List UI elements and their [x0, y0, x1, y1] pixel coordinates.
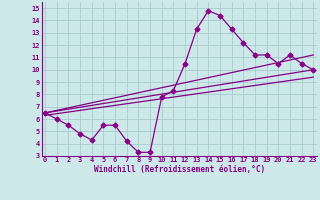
X-axis label: Windchill (Refroidissement éolien,°C): Windchill (Refroidissement éolien,°C): [94, 165, 265, 174]
